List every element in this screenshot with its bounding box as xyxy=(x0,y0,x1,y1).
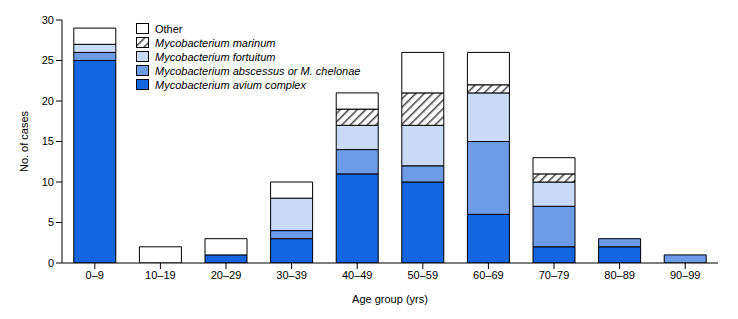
svg-text:50–59: 50–59 xyxy=(408,269,439,281)
svg-text:No. of cases: No. of cases xyxy=(18,110,30,172)
svg-text:20: 20 xyxy=(42,95,54,107)
html-text:Mycobacterium fortuitum: Mycobacterium fortuitum xyxy=(155,51,276,63)
html-text:Other: Other xyxy=(155,23,183,35)
svg-text:10–19: 10–19 xyxy=(145,269,176,281)
svg-text:10: 10 xyxy=(42,176,54,188)
svg-text:20–29: 20–29 xyxy=(211,269,242,281)
svg-text:0–9: 0–9 xyxy=(86,269,104,281)
svg-text:40–49: 40–49 xyxy=(342,269,373,281)
html-text:Mycobacterium abscessus or M.: Mycobacterium abscessus or M. chelonae xyxy=(155,65,361,77)
html-text:Mycobacterium marinum: Mycobacterium marinum xyxy=(155,37,276,49)
svg-text:5: 5 xyxy=(48,216,54,228)
html-text:Mycobacterium avium complex: Mycobacterium avium complex xyxy=(155,79,306,91)
svg-text:0: 0 xyxy=(48,257,54,269)
svg-text:25: 25 xyxy=(42,54,54,66)
svg-text:30: 30 xyxy=(42,14,54,26)
svg-text:15: 15 xyxy=(42,135,54,147)
svg-text:70–79: 70–79 xyxy=(539,269,570,281)
svg-text:Age group (yrs): Age group (yrs) xyxy=(352,293,428,305)
svg-text:60–69: 60–69 xyxy=(473,269,504,281)
svg-text:30–39: 30–39 xyxy=(276,269,307,281)
svg-text:80–89: 80–89 xyxy=(604,269,635,281)
svg-text:90–99: 90–99 xyxy=(670,269,701,281)
